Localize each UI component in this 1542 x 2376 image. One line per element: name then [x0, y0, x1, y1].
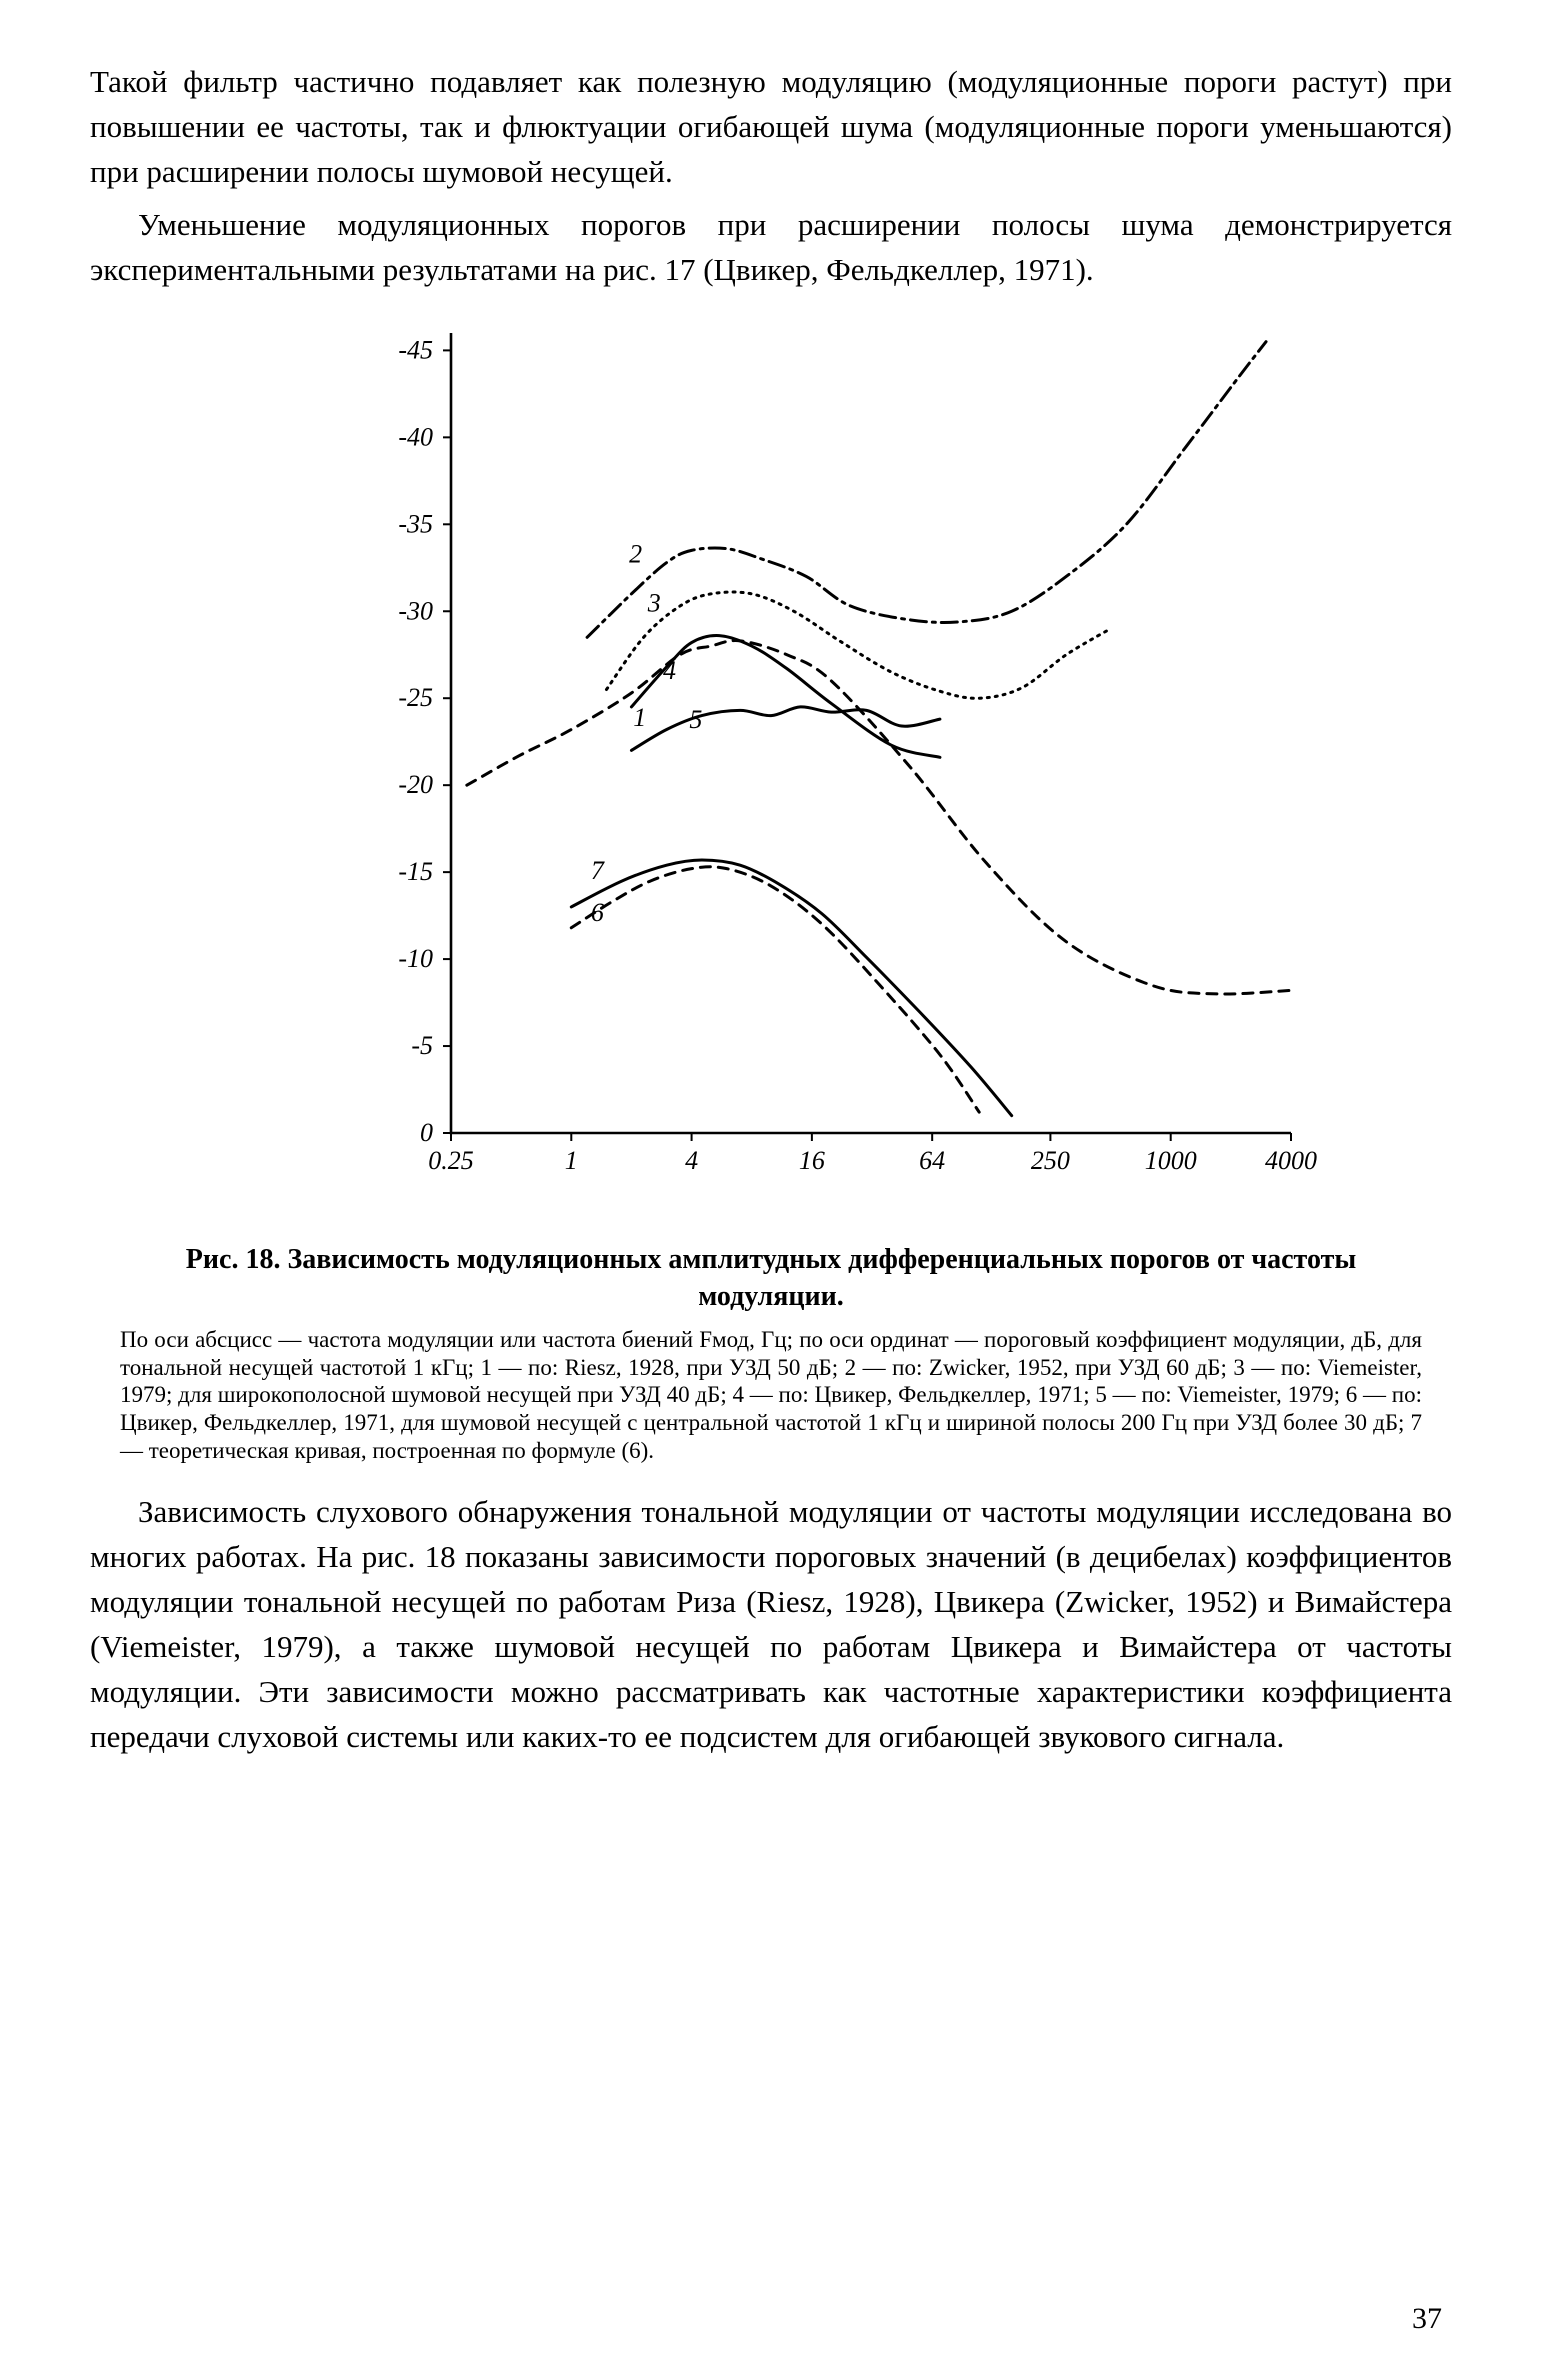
series-label-3: 3: [647, 588, 661, 617]
svg-text:250: 250: [1031, 1146, 1070, 1175]
page: Такой фильтр частично подавляет как поле…: [0, 0, 1542, 2376]
svg-text:-15: -15: [398, 857, 433, 886]
svg-text:0.25: 0.25: [428, 1146, 474, 1175]
svg-text:-35: -35: [398, 509, 433, 538]
series-6: [571, 866, 979, 1111]
svg-text:-40: -40: [398, 422, 433, 451]
svg-text:-30: -30: [398, 596, 433, 625]
paragraph-3: Зависимость слухового обнаружения тональ…: [90, 1490, 1452, 1760]
svg-text:-10: -10: [398, 944, 433, 973]
svg-text:4000: 4000: [1265, 1146, 1317, 1175]
svg-text:0: 0: [420, 1118, 433, 1147]
paragraph-1: Такой фильтр частично подавляет как поле…: [90, 60, 1452, 195]
series-5: [631, 707, 940, 751]
series-2: [587, 341, 1266, 637]
svg-text:16: 16: [799, 1146, 825, 1175]
svg-text:-25: -25: [398, 683, 433, 712]
series-label-6: 6: [591, 898, 604, 927]
figure-18-svg: 0-5-10-15-20-25-30-35-40-450.25141664250…: [221, 313, 1321, 1213]
series-1: [467, 640, 1291, 993]
svg-text:-20: -20: [398, 770, 433, 799]
series-label-1: 1: [633, 703, 646, 732]
svg-text:-5: -5: [411, 1031, 433, 1060]
figure-18-caption-body: По оси абсцисс — частота модуляции или ч…: [120, 1326, 1422, 1464]
figure-18-caption-title: Рис. 18. Зависимость модуляционных ампли…: [130, 1241, 1412, 1317]
svg-text:4: 4: [685, 1146, 698, 1175]
svg-text:1: 1: [565, 1146, 578, 1175]
svg-text:64: 64: [919, 1146, 945, 1175]
svg-text:-45: -45: [398, 335, 433, 364]
page-number: 37: [1412, 2302, 1442, 2336]
series-label-2: 2: [629, 539, 642, 568]
series-label-7: 7: [591, 856, 605, 885]
series-label-4: 4: [663, 656, 676, 685]
figure-18-chart: 0-5-10-15-20-25-30-35-40-450.25141664250…: [90, 313, 1452, 1213]
paragraph-2: Уменьшение модуляционных порогов при рас…: [90, 203, 1452, 293]
series-label-5: 5: [689, 704, 702, 733]
svg-text:1000: 1000: [1145, 1146, 1197, 1175]
